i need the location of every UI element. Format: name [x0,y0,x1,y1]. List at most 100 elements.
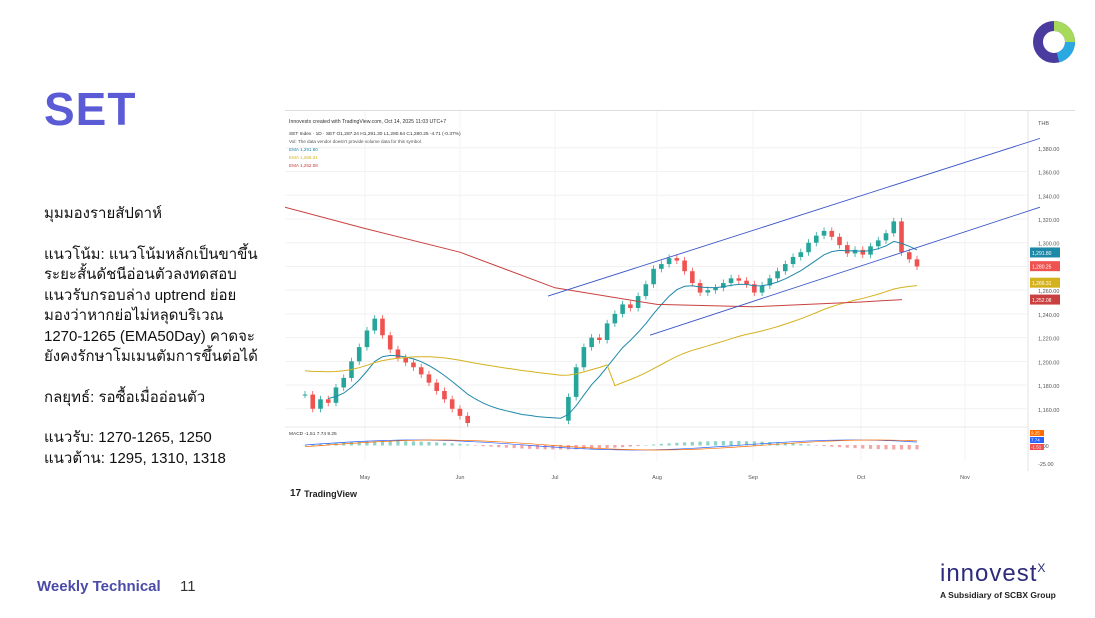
macd-bar [799,443,803,446]
candle-body [566,396,571,421]
macd-bar [667,443,671,446]
candle-body [728,278,734,284]
candle-body [767,278,773,286]
channel-upper [547,137,1041,297]
candle-body [690,271,695,284]
price-tag [1030,277,1060,288]
macd-bar [419,441,423,446]
macd-bar [652,444,656,446]
candle-body [860,249,866,255]
legend-note: Vol: The data vendor doesn't provide vol… [289,139,422,144]
macd-bar [682,442,687,446]
legend-symbol: SET Index · 1D · SET O1,287.24 H1,291.30… [289,131,461,137]
candle-body [325,399,331,403]
tradingview-logo: 17 TradingView [290,488,357,499]
candle-body [875,240,881,247]
channel-lower [649,206,1041,336]
signal-line [304,439,918,451]
price-tag-label: 1,252.08 [1032,298,1052,304]
candle-body [906,252,912,260]
candle-body [813,235,819,243]
candle-body [705,290,711,293]
macd-bar [566,445,570,450]
macd-line [304,439,918,451]
candle-body [597,337,602,340]
brand-sup: X [1037,561,1047,575]
candle-body [387,335,393,350]
candle-body [628,304,633,308]
candle-body [759,285,765,293]
candle-body [457,408,463,416]
macd-tag [1030,444,1044,450]
macd-bar [892,445,896,450]
candle-body [752,284,757,293]
candle-body [302,394,308,396]
candle-body [651,268,656,285]
macd-bar [450,443,454,446]
macd-bar [411,441,416,446]
y-tick-label: 1,180.00 [1038,384,1059,390]
macd-bar [644,444,648,446]
candle-body [829,230,835,237]
candle-body [380,318,385,336]
tradingview-icon: 17 [290,488,302,499]
macd-bar [861,445,865,449]
macd-bar [458,443,462,446]
macd-bar [504,445,509,448]
candle-body [798,252,804,257]
macd-bar [907,445,911,450]
candle-body [837,236,842,246]
macd-bar [543,445,547,450]
macd-bar [876,445,880,450]
y-tick-label: 1,300.00 [1038,242,1059,248]
macd-bar [822,445,826,447]
candle-body [674,258,680,261]
macd-bar [853,445,857,449]
macd-bar [744,441,749,446]
macd-tag-label: -1.51 [1031,445,1042,450]
brand-ring-icon [1033,21,1075,63]
macd-bar [512,445,516,449]
macd-bar [303,445,307,446]
macd-bar [613,445,617,448]
macd-bar [535,445,540,450]
page-number: 11 [180,578,196,595]
candle-body [697,283,703,293]
price-tag-label: 1,266.31 [1032,281,1052,287]
candle-body [721,283,726,288]
macd-bar [365,441,369,446]
macd-bar [752,441,756,446]
macd-bar [675,442,679,446]
y-tick-label: 1,320.00 [1038,218,1059,224]
macd-bar [636,445,640,447]
y-tick-label: 1,240.00 [1038,313,1059,319]
brand-subtitle: A Subsidiary of SCBX Group [940,590,1056,600]
candle-body [899,221,904,253]
candle-body [713,287,718,291]
macd-bar [659,443,663,446]
price-tag [1030,294,1060,305]
y-tick-label: 1,260.00 [1038,289,1059,295]
candle-body [666,258,672,265]
macd-bar [427,441,431,446]
macd-bar [814,445,818,446]
macd-bar [845,445,849,448]
macd-bar [473,445,478,446]
candle-body [643,284,649,297]
candle-body [442,390,447,400]
legend-ema: EMA 1,266.31 [289,155,318,160]
candle-body [426,374,432,383]
candle-body [883,233,889,241]
x-tick-label: Jun [456,475,465,481]
macd-bar [621,445,625,448]
candle-body [449,399,455,409]
ema-fast-line [328,240,918,419]
strategy-paragraph: กลยุทธ์: รอซื้อเมื่ออ่อนตัว [44,388,206,406]
macd-bar [396,441,400,446]
macd-bar [868,445,873,449]
x-tick-label: Sep [748,475,758,481]
macd-bar [791,443,795,446]
macd-bar [729,441,733,446]
macd-bar [721,441,725,446]
candle-body [356,347,362,362]
